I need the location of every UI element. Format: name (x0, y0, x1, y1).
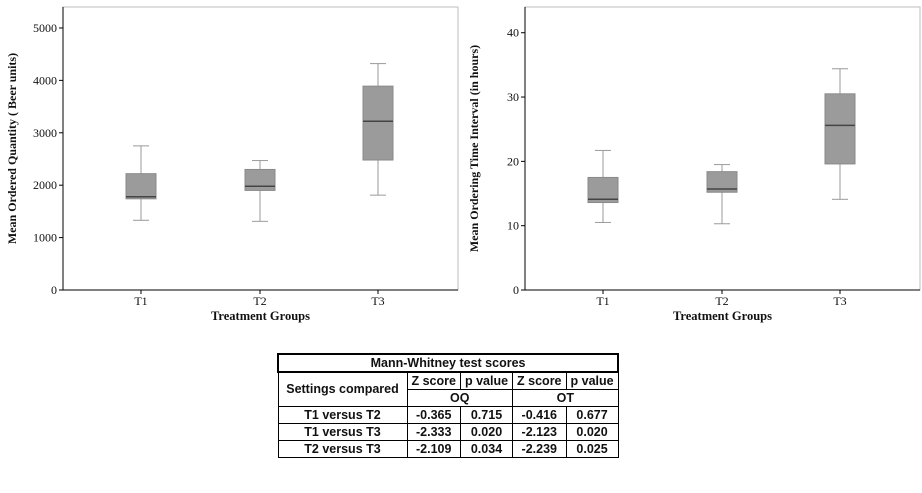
cell: -2.239 (512, 440, 567, 458)
x-tick-label: T3 (371, 294, 384, 308)
col-header: Z score (406, 371, 461, 390)
cell: 0.025 (565, 440, 619, 458)
table-title: Mann-Whitney test scores (276, 353, 620, 373)
y-tick-label: 4000 (33, 73, 57, 87)
plot-frame (62, 6, 459, 291)
y-axis-label: Mean Ordering Time Interval (in hours) (467, 45, 481, 252)
cell: 0.020 (459, 423, 514, 441)
y-tick-label: 2000 (33, 178, 57, 192)
table-row: T2 versus T3 -2.109 0.034 -2.239 0.025 (277, 440, 619, 458)
x-tick-label: T2 (253, 294, 266, 308)
ordered-quantity-boxplot: 0 1000 2000 3000 4000 5000 T1 T2 T3 Treatment Gro… (5, 6, 459, 323)
box-iqr (125, 173, 157, 200)
y-tick-label: 3000 (33, 126, 57, 140)
x-tick-label: T1 (134, 294, 147, 308)
box-iqr (824, 93, 856, 165)
y-tick-label: 1000 (33, 231, 57, 245)
box-iqr (244, 168, 276, 191)
group-header-oq: OQ (406, 389, 514, 407)
cell: 0.677 (565, 406, 619, 424)
settings-header: Settings compared (277, 371, 408, 407)
group-header-ot: OT (512, 389, 619, 407)
mann-whitney-table: Mann-Whitney test scores Settings compar… (276, 353, 620, 458)
cell: 0.715 (459, 406, 514, 424)
cell: 0.020 (565, 423, 619, 441)
cell: -2.333 (406, 423, 461, 441)
y-tick-label: 10 (507, 219, 519, 233)
box-iqr (362, 85, 394, 161)
plot-frame (524, 6, 921, 291)
table-row: T1 versus T3 -2.333 0.020 -2.123 0.020 (277, 423, 619, 441)
y-tick-label: 0 (51, 283, 57, 297)
cell: -0.416 (512, 406, 567, 424)
cell: -2.109 (406, 440, 461, 458)
cell: 0.034 (459, 440, 514, 458)
y-tick-label: 30 (507, 90, 519, 104)
x-tick-label: T2 (715, 294, 728, 308)
col-header: p value (565, 371, 619, 390)
row-label: T1 versus T3 (277, 423, 408, 441)
x-tick-label: T3 (833, 294, 846, 308)
box-iqr (706, 171, 738, 193)
table-row: T1 versus T2 -0.365 0.715 -0.416 0.677 (277, 406, 619, 424)
cell: -0.365 (406, 406, 461, 424)
row-label: T2 versus T3 (277, 440, 408, 458)
y-axis-label: Mean Ordered Quantity ( Beer units) (5, 53, 19, 244)
col-header: p value (459, 371, 514, 390)
y-tick-label: 0 (513, 283, 519, 297)
cell: -2.123 (512, 423, 567, 441)
y-tick-label: 40 (507, 26, 519, 40)
x-tick-label: T1 (596, 294, 609, 308)
box-iqr (587, 176, 619, 204)
x-axis-label: Treatment Groups (211, 309, 310, 323)
ordering-time-boxplot: 0 10 20 30 40 T1 T2 T3 Treatment Groups Mean Orde… (467, 6, 921, 323)
x-axis-label: Treatment Groups (673, 309, 772, 323)
row-label: T1 versus T2 (277, 406, 408, 424)
col-header: Z score (512, 371, 567, 390)
y-tick-label: 5000 (33, 21, 57, 35)
y-tick-label: 20 (507, 154, 519, 168)
